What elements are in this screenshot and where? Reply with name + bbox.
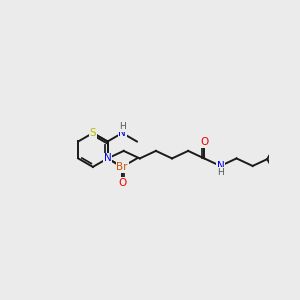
Text: O: O xyxy=(200,137,208,147)
Text: H: H xyxy=(217,168,224,177)
Text: N: N xyxy=(118,128,126,138)
Text: Br: Br xyxy=(116,162,128,172)
Text: N: N xyxy=(104,153,111,164)
Text: O: O xyxy=(118,178,126,188)
Text: S: S xyxy=(90,128,96,138)
Text: N: N xyxy=(217,161,224,171)
Text: H: H xyxy=(119,122,126,131)
